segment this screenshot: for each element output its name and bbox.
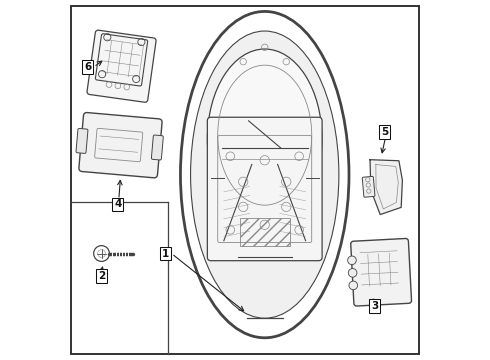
Circle shape: [349, 281, 358, 290]
Circle shape: [348, 256, 356, 265]
Text: 4: 4: [114, 199, 122, 210]
FancyArrow shape: [118, 42, 122, 76]
Polygon shape: [370, 160, 402, 215]
FancyBboxPatch shape: [79, 113, 162, 178]
FancyArrow shape: [360, 251, 397, 253]
FancyBboxPatch shape: [87, 30, 156, 102]
Text: 2: 2: [98, 271, 105, 281]
FancyArrow shape: [102, 72, 137, 77]
Text: 5: 5: [381, 127, 389, 137]
FancyBboxPatch shape: [76, 129, 88, 153]
FancyBboxPatch shape: [207, 117, 322, 261]
Ellipse shape: [191, 31, 339, 318]
FancyArrow shape: [139, 45, 144, 78]
FancyArrow shape: [107, 40, 112, 74]
Bar: [240, 217, 290, 246]
FancyArrow shape: [379, 253, 380, 286]
Text: 3: 3: [371, 301, 378, 311]
Text: 1: 1: [162, 248, 169, 258]
Ellipse shape: [207, 49, 322, 229]
FancyArrow shape: [368, 254, 369, 286]
FancyBboxPatch shape: [351, 238, 412, 306]
FancyBboxPatch shape: [362, 176, 375, 197]
FancyArrow shape: [128, 43, 133, 77]
FancyArrow shape: [389, 253, 391, 285]
FancyArrow shape: [362, 283, 399, 285]
Circle shape: [348, 269, 357, 277]
FancyBboxPatch shape: [151, 135, 163, 160]
FancyArrow shape: [98, 149, 138, 152]
FancyArrow shape: [103, 61, 139, 66]
FancyArrow shape: [106, 40, 142, 45]
FancyArrow shape: [99, 136, 139, 139]
FancyArrow shape: [361, 272, 398, 274]
Text: 6: 6: [84, 62, 92, 72]
FancyArrow shape: [360, 261, 397, 264]
FancyArrow shape: [105, 50, 140, 55]
